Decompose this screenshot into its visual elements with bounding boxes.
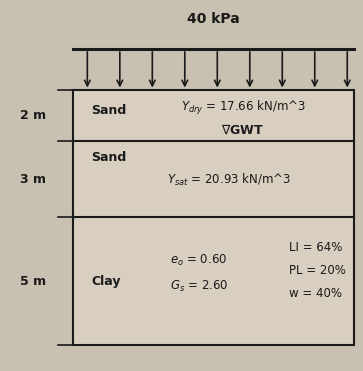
Text: $Y_{dry}$ = 17.66 kN/m^3: $Y_{dry}$ = 17.66 kN/m^3 (181, 99, 306, 117)
Text: 5 m: 5 m (20, 275, 46, 288)
Text: Sand: Sand (91, 151, 126, 164)
Text: Sand: Sand (91, 104, 126, 117)
Text: LI = 64%
PL = 20%
w = 40%: LI = 64% PL = 20% w = 40% (290, 242, 346, 301)
Text: $Y_{sat}$ = 20.93 kN/m^3: $Y_{sat}$ = 20.93 kN/m^3 (167, 173, 291, 188)
Text: 40 kPa: 40 kPa (187, 12, 240, 26)
Text: 3 m: 3 m (20, 173, 46, 186)
Bar (73, 90, 355, 345)
Text: Clay: Clay (91, 275, 121, 288)
Text: $e_o$ = 0.60
$G_s$ = 2.60: $e_o$ = 0.60 $G_s$ = 2.60 (170, 253, 229, 294)
Text: $\nabla$GWT: $\nabla$GWT (221, 124, 264, 137)
Text: 2 m: 2 m (20, 109, 46, 122)
